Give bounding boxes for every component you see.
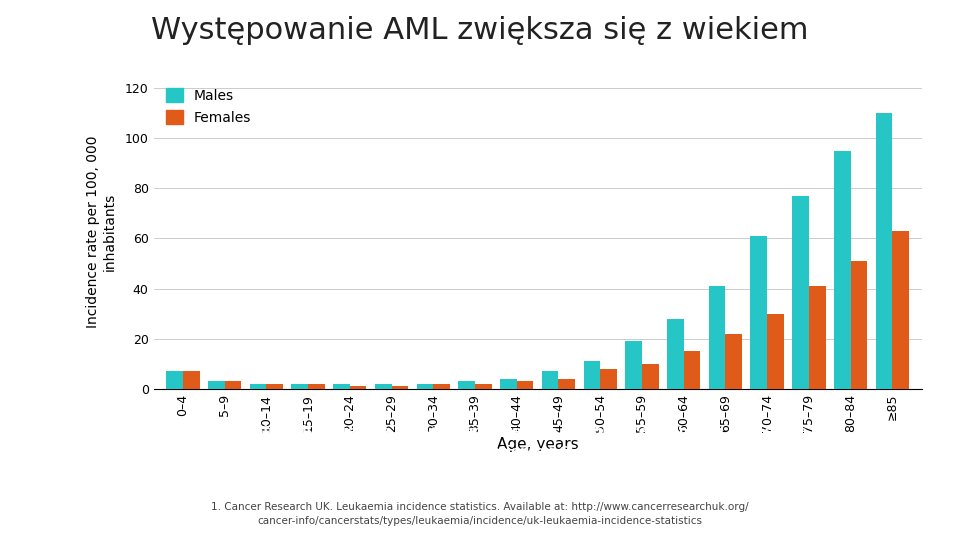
Bar (792, 196, 809, 389)
Bar (500, 379, 516, 389)
Bar (600, 369, 617, 389)
Bar (767, 314, 784, 389)
Bar (225, 381, 241, 389)
Bar (374, 384, 392, 389)
Bar (667, 319, 684, 389)
Bar (876, 113, 893, 389)
Y-axis label: Incidence rate per 100, 000
inhabitants: Incidence rate per 100, 000 inhabitants (86, 136, 116, 328)
Bar (625, 341, 642, 389)
Text: AML is predominantly a disease of older patients with a slight prevalence in mal: AML is predominantly a disease of older … (153, 425, 807, 458)
Bar (726, 334, 742, 389)
Bar (208, 381, 225, 389)
Bar (308, 384, 324, 389)
Bar (475, 384, 492, 389)
Bar (642, 364, 659, 389)
Legend: Males, Females: Males, Females (160, 83, 257, 130)
Bar (708, 286, 726, 389)
Text: 1. Cancer Research UK. Leukaemia incidence statistics. Available at: http://www.: 1. Cancer Research UK. Leukaemia inciden… (211, 502, 749, 526)
Bar (541, 372, 559, 389)
Bar (893, 231, 909, 389)
Bar (182, 372, 200, 389)
Bar (751, 236, 767, 389)
X-axis label: Age, years: Age, years (496, 437, 579, 453)
Bar (559, 379, 575, 389)
Bar (684, 351, 701, 389)
Bar (433, 384, 450, 389)
Bar (417, 384, 433, 389)
Bar (291, 384, 308, 389)
Bar (333, 384, 349, 389)
Bar (851, 261, 867, 389)
Bar (834, 151, 851, 389)
Bar (392, 386, 408, 389)
Bar (516, 381, 534, 389)
Bar (349, 386, 367, 389)
Bar (458, 381, 475, 389)
Bar (266, 384, 283, 389)
Bar (250, 384, 266, 389)
Bar (584, 361, 600, 389)
Bar (166, 372, 182, 389)
Bar (809, 286, 826, 389)
Text: Występowanie AML zwiększa się z wiekiem: Występowanie AML zwiększa się z wiekiem (152, 16, 808, 45)
